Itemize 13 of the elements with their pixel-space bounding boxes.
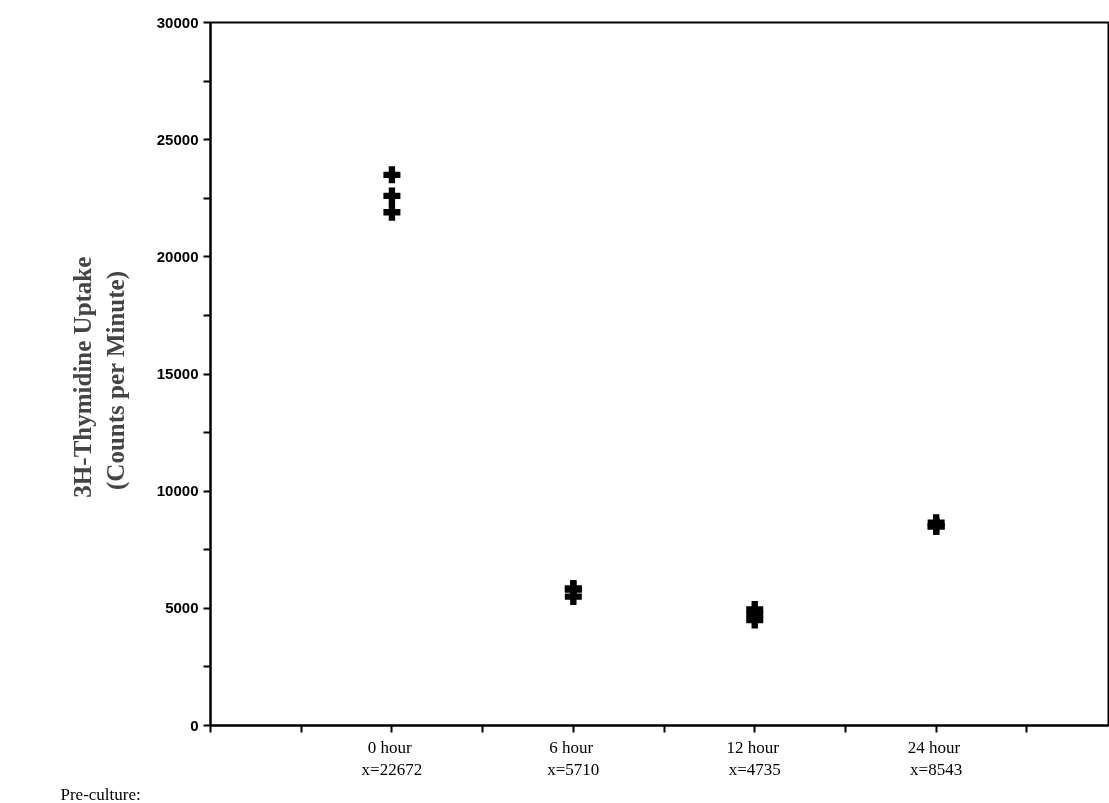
y-tick-label: 5000 <box>165 599 199 617</box>
y-tick-label: 10000 <box>156 482 199 500</box>
y-tick-label: 25000 <box>156 130 199 148</box>
x-tick-label: 12 hour x=4735 <box>726 737 781 780</box>
x-tick-label: 0 hour x=22672 <box>361 737 423 780</box>
y-tick-label: 30000 <box>156 13 199 31</box>
x-tick-label: 24 hour x=8543 <box>907 737 963 780</box>
y-axis-title: 3H-Thymidine Uptake (Counts per Minute) <box>69 256 130 498</box>
y-tick-label: 20000 <box>156 247 199 265</box>
y-tick-label: 0 <box>190 716 199 734</box>
x-axis-title: Pre-culture: <box>60 784 141 803</box>
x-tick-label: 6 hour x=5710 <box>547 737 600 780</box>
y-tick-label: 15000 <box>156 365 199 382</box>
